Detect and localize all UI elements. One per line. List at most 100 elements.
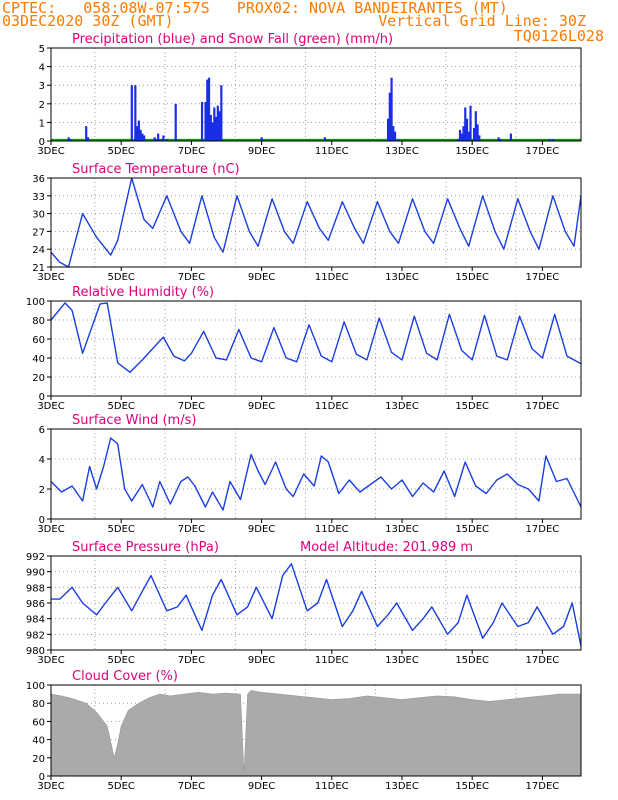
x-tick-label: 17DEC <box>526 655 560 666</box>
precip-bar <box>143 135 146 141</box>
precip-bar <box>200 101 204 141</box>
x-tick-label: 7DEC <box>178 146 205 157</box>
x-tick-label: 9DEC <box>248 655 275 666</box>
x-tick-label: 13DEC <box>385 272 419 283</box>
panel-5: 0 20 40 60 80 100 3DEC 5DEC 7DEC 9DEC 11DEC 13DEC 15… <box>26 669 582 792</box>
precip-bar <box>457 139 460 141</box>
y-tick-label: 992 <box>26 552 45 563</box>
precip-bar <box>218 111 221 141</box>
cloud-cover-area <box>50 690 582 777</box>
panel-4: 980 982 984 986 988 990 992 3DEC 5DEC 7DEC 9DEC 11D… <box>26 540 582 666</box>
precip-bar <box>220 85 223 141</box>
y-tick-label: 4 <box>39 455 45 466</box>
precip-bar <box>157 133 160 141</box>
precip-bar <box>69 139 72 141</box>
y-tick-label: 980 <box>26 646 45 657</box>
precip-bar <box>464 107 467 141</box>
x-tick-label: 13DEC <box>385 401 419 412</box>
precip-bar <box>67 137 70 141</box>
x-tick-label: 5DEC <box>108 781 135 792</box>
precip-bar <box>207 77 211 141</box>
precip-bar <box>548 139 551 141</box>
x-tick-label: 11DEC <box>315 655 349 666</box>
x-tick-label: 3DEC <box>37 524 64 535</box>
y-tick-label: 20 <box>32 373 45 384</box>
x-tick-label: 13DEC <box>385 655 419 666</box>
y-tick-label: 0 <box>39 392 45 403</box>
precip-bar <box>465 118 469 141</box>
precip-bar <box>139 129 142 141</box>
x-tick-label: 17DEC <box>526 524 560 535</box>
panel-frame <box>50 47 582 142</box>
x-tick-label: 9DEC <box>248 781 275 792</box>
y-tick-label: 2 <box>39 100 45 111</box>
y-tick-label: 40 <box>32 354 45 365</box>
x-tick-label: 9DEC <box>248 524 275 535</box>
panel-title: Surface Temperature (nC) <box>72 162 240 177</box>
x-tick-label: 3DEC <box>37 655 64 666</box>
precip-bar <box>462 126 465 141</box>
x-tick-label: 7DEC <box>178 655 205 666</box>
precip-bar <box>397 139 400 141</box>
x-tick-label: 15DEC <box>455 272 489 283</box>
precip-bar <box>388 92 391 141</box>
x-tick-label: 3DEC <box>37 272 64 283</box>
y-tick-label: 0 <box>39 137 45 148</box>
y-tick-label: 1 <box>39 118 45 129</box>
x-tick-label: 7DEC <box>178 524 205 535</box>
precip-bar <box>509 133 513 141</box>
precip-bar <box>216 105 219 141</box>
panel-0: 0 1 2 3 4 5 3DEC 5DEC 7DEC 9DEC 11DEC 13DEC 15DEC 17D… <box>37 32 582 157</box>
y-tick-label: 36 <box>32 174 45 185</box>
x-tick-label: 17DEC <box>526 781 560 792</box>
y-tick-label: 986 <box>26 599 45 610</box>
precip-bar <box>206 79 209 141</box>
precip-bar <box>386 118 390 141</box>
x-tick-label: 3DEC <box>37 401 64 412</box>
y-tick-label: 24 <box>32 245 45 256</box>
x-tick-label: 9DEC <box>248 272 275 283</box>
y-tick-label: 33 <box>32 192 45 203</box>
y-tick-label: 40 <box>32 736 45 747</box>
y-tick-label: 984 <box>26 615 45 626</box>
y-tick-label: 21 <box>32 263 45 274</box>
precip-bar <box>130 85 133 141</box>
x-tick-label: 7DEC <box>178 272 205 283</box>
precip-bar <box>460 133 463 141</box>
panel-1: 21 24 27 30 33 36 3DEC 5DEC 7DEC 9DEC 11DEC 13DEC 15… <box>32 162 582 283</box>
x-tick-label: 9DEC <box>248 401 275 412</box>
x-tick-label: 5DEC <box>108 524 135 535</box>
x-tick-label: 17DEC <box>526 146 560 157</box>
x-tick-label: 3DEC <box>37 146 64 157</box>
y-tick-label: 5 <box>39 44 45 55</box>
x-tick-label: 17DEC <box>526 401 560 412</box>
x-tick-label: 5DEC <box>108 401 135 412</box>
x-tick-label: 13DEC <box>385 524 419 535</box>
x-tick-label: 11DEC <box>315 401 349 412</box>
precip-bar <box>476 124 479 141</box>
x-tick-label: 3DEC <box>37 781 64 792</box>
precip-bar <box>474 111 477 141</box>
precip-bar <box>209 114 212 141</box>
x-tick-label: 15DEC <box>455 655 489 666</box>
precip-bar <box>467 131 470 141</box>
precip-bar <box>141 133 144 141</box>
precip-bar <box>458 129 462 141</box>
precip-bar <box>497 137 500 141</box>
y-tick-label: 4 <box>39 63 45 74</box>
precip-bar <box>499 139 502 141</box>
x-tick-label: 5DEC <box>108 272 135 283</box>
precip-bar <box>323 137 326 141</box>
header-station: CPTEC: 058:08W-07:57S PROX02: NOVA BANDE… <box>2 0 508 17</box>
precip-bar <box>85 126 88 141</box>
panel-2: 0 20 40 60 80 100 3DEC 5DEC 7DEC 9DEC 11DEC 13DEC 15… <box>26 285 582 412</box>
x-tick-label: 15DEC <box>455 781 489 792</box>
x-tick-label: 9DEC <box>248 146 275 157</box>
y-tick-label: 990 <box>26 568 45 579</box>
x-tick-label: 13DEC <box>385 781 419 792</box>
y-tick-label: 982 <box>26 630 45 641</box>
precip-bar <box>155 139 158 141</box>
x-tick-label: 15DEC <box>455 524 489 535</box>
precip-bar <box>204 101 207 141</box>
y-tick-label: 3 <box>39 81 45 92</box>
